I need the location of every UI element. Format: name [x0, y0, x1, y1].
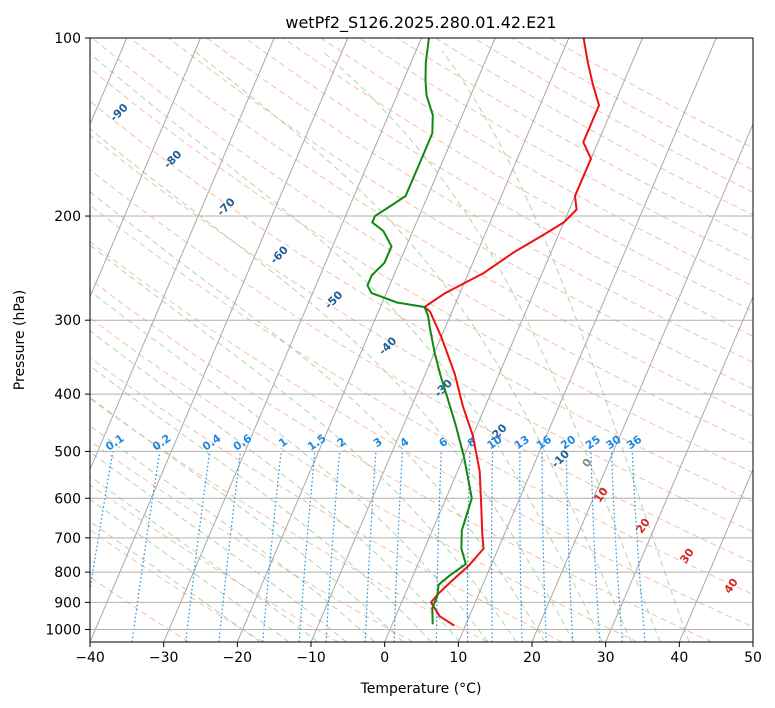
isotherm-line [384, 38, 643, 642]
x-tick-label: −40 [75, 650, 105, 666]
dry-adiabat-line [90, 278, 712, 642]
x-axis-label: Temperature (°C) [360, 681, 482, 697]
y-tick-label: 800 [54, 565, 81, 581]
moist-adiabat-line [90, 475, 319, 642]
isotherm-line [531, 122, 753, 642]
isotherm-line [678, 468, 753, 642]
y-tick-label: 700 [54, 531, 81, 547]
dry-adiabat-line [90, 204, 753, 595]
moist-adiabat-line [90, 425, 376, 642]
x-tick-label: −10 [296, 650, 326, 666]
background-lines [90, 38, 753, 642]
y-tick-label: 200 [54, 209, 81, 225]
moist-adiabat-line [193, 50, 632, 642]
isotherm-line [90, 38, 349, 642]
dewpoint-line [366, 38, 473, 625]
mixing-ratio-line [131, 451, 161, 642]
isotherm-line [90, 38, 275, 471]
moist-adiabat-line [90, 244, 517, 642]
moist-adiabat-line [90, 330, 461, 642]
isotherm-line [163, 38, 422, 642]
x-tick-label: 0 [380, 650, 389, 666]
isotherm-line [457, 38, 717, 642]
dry-adiabat-line [244, 38, 753, 337]
y-axis-label: Pressure (hPa) [12, 290, 28, 390]
x-tick-label: 20 [523, 650, 541, 666]
moist-adiabat-line [90, 290, 489, 642]
moist-adiabat-line [90, 365, 432, 642]
profile-series [366, 38, 600, 627]
y-tick-label: 100 [54, 31, 81, 47]
plot-frame [89, 37, 754, 643]
dry-adiabat-line [90, 241, 753, 628]
dry-adiabat-line [90, 484, 339, 642]
dry-adiabat-line [90, 529, 264, 642]
dry-adiabat-line [282, 38, 753, 312]
axis-ticks: −40 −30 −20 −10 0 10 20 30 40 50 100 200 300 400 500 60… [45, 31, 762, 666]
dry-adiabat-line [130, 38, 753, 417]
y-tick-label: 400 [54, 387, 81, 403]
isotherm-line [310, 38, 570, 642]
moist-adiabat-line [90, 498, 290, 642]
y-tick-label: 300 [54, 313, 81, 329]
dry-adiabat-line [90, 134, 753, 533]
y-tick-label: 600 [54, 491, 81, 507]
moist-adiabat-line [90, 520, 261, 642]
y-tick-label: 500 [54, 444, 81, 460]
mixing-ratio-line [262, 451, 282, 642]
x-tick-label: −30 [149, 650, 179, 666]
dry-adiabat-line [168, 38, 753, 390]
y-tick-label: 1000 [45, 622, 81, 638]
x-tick-label: 10 [449, 650, 467, 666]
y-tick-label: 900 [54, 595, 81, 611]
dry-adiabat-line [90, 100, 753, 503]
moist-adiabat-line [90, 191, 546, 642]
isotherm-line [90, 38, 201, 299]
x-tick-label: 30 [597, 650, 615, 666]
isotherm-line [605, 295, 753, 642]
mixing-ratio-line [185, 451, 211, 642]
dry-adiabat-line [90, 357, 563, 642]
pressure-gridlines [90, 38, 753, 630]
chart-title: wetPf2_S126.2025.280.01.42.E21 [285, 13, 556, 33]
x-tick-label: 50 [744, 650, 762, 666]
moist-adiabat-line [441, 50, 690, 642]
moist-adiabat-line [90, 396, 404, 642]
x-tick-label: −20 [223, 650, 253, 666]
moist-adiabat-line [321, 50, 661, 642]
mixing-ratio-line [90, 451, 114, 594]
mixing-ratio-line [218, 451, 242, 642]
x-tick-label: 40 [670, 650, 688, 666]
dry-adiabat-line [91, 38, 753, 445]
isotherm-line [236, 38, 496, 642]
